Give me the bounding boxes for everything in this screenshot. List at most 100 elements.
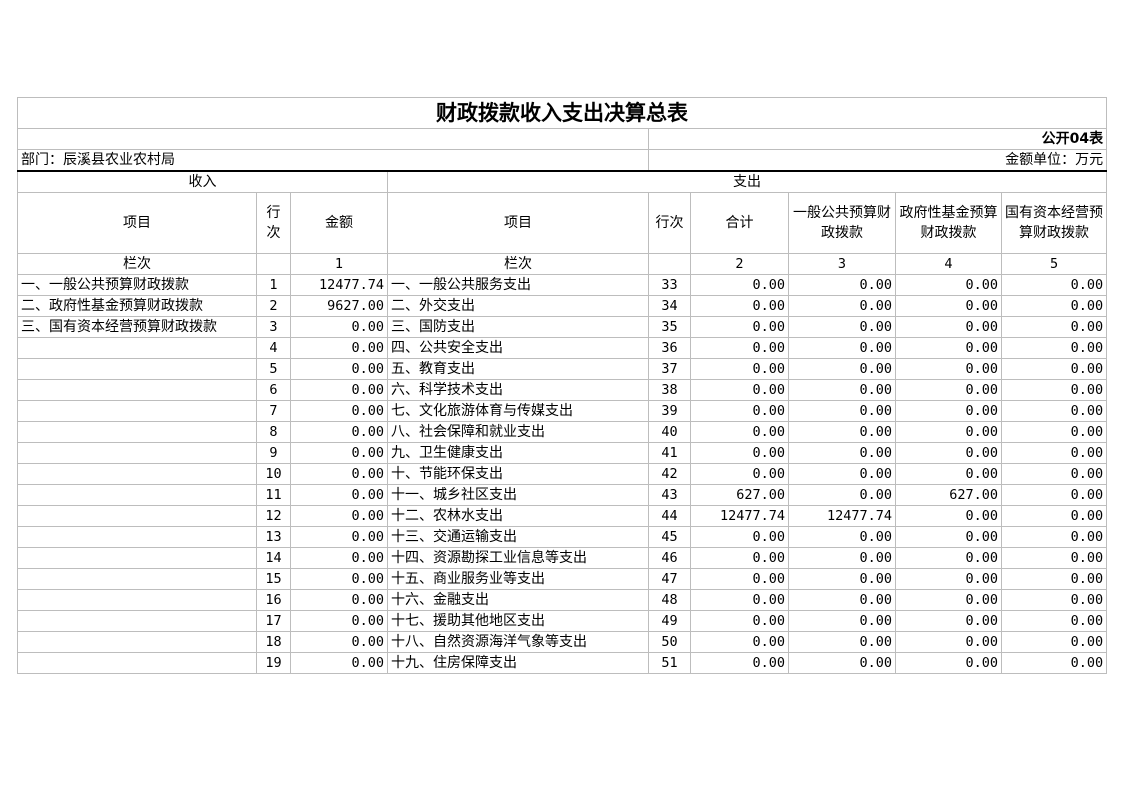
state-capital-amount: 0.00 — [1000, 316, 1108, 338]
state-capital-amount: 0.00 — [1000, 421, 1108, 443]
expense-item: 十三、交通运输支出 — [387, 526, 649, 548]
fund-budget-amount: 0.00 — [895, 463, 1002, 485]
expense-row-no: 46 — [648, 547, 691, 569]
expense-row-no: 45 — [648, 526, 691, 548]
total-amount: 0.00 — [690, 400, 789, 422]
income-item — [17, 442, 257, 464]
fund-budget-amount: 0.00 — [895, 568, 1002, 590]
income-row-no: 12 — [256, 505, 291, 527]
expense-row-no: 37 — [648, 358, 691, 380]
state-capital-amount: 0.00 — [1000, 526, 1108, 548]
income-amount: 0.00 — [290, 505, 388, 527]
expense-item: 十九、住房保障支出 — [387, 652, 649, 674]
expense-item: 十四、资源勘探工业信息等支出 — [387, 547, 649, 569]
general-budget-amount: 0.00 — [788, 421, 896, 443]
table-row: 14 0.00 十四、资源勘探工业信息等支出 46 0.00 0.00 0.00 0.00 — [17, 547, 1108, 569]
col-fund: 政府性基金预算财政拨款 — [895, 192, 1002, 254]
total-amount: 627.00 — [690, 484, 789, 506]
table-row: 10 0.00 十、节能环保支出 42 0.00 0.00 0.00 0.00 — [17, 463, 1108, 485]
table-row: 12 0.00 十二、农林水支出 44 12477.74 12477.74 0.00 0.00 — [17, 505, 1108, 527]
col-income-amount: 金额 — [290, 192, 388, 254]
income-amount: 9627.00 — [290, 295, 388, 317]
general-budget-amount: 0.00 — [788, 484, 896, 506]
expense-item: 四、公共安全支出 — [387, 337, 649, 359]
expense-row-no: 50 — [648, 631, 691, 653]
fund-budget-amount: 0.00 — [895, 526, 1002, 548]
total-amount: 0.00 — [690, 274, 789, 296]
expense-row-no: 43 — [648, 484, 691, 506]
income-amount: 12477.74 — [290, 274, 388, 296]
income-row-no: 4 — [256, 337, 291, 359]
unit-label: 金额单位：万元 — [647, 149, 1108, 172]
income-item — [17, 358, 257, 380]
fiscal-appropriation-summary-table: 财政拨款收入支出决算总表 公开04表 部门：辰溪县农业农村局 金额单位：万元 收… — [16, 97, 1108, 674]
fund-budget-amount: 0.00 — [895, 358, 1002, 380]
income-row-no: 11 — [256, 484, 291, 506]
income-item — [17, 568, 257, 590]
income-amount: 0.00 — [290, 526, 388, 548]
income-row-no: 7 — [256, 400, 291, 422]
col-income-item: 项目 — [17, 192, 257, 254]
state-capital-amount: 0.00 — [1000, 652, 1108, 674]
income-item — [17, 337, 257, 359]
table-row: 13 0.00 十三、交通运输支出 45 0.00 0.00 0.00 0.00 — [17, 526, 1108, 548]
total-amount: 0.00 — [690, 316, 789, 338]
state-capital-amount: 0.00 — [1000, 631, 1108, 653]
index-label-expense: 栏次 — [387, 253, 649, 275]
income-amount: 0.00 — [290, 568, 388, 590]
total-amount: 0.00 — [690, 547, 789, 569]
total-amount: 0.00 — [690, 610, 789, 632]
income-amount: 0.00 — [290, 400, 388, 422]
general-budget-amount: 0.00 — [788, 631, 896, 653]
income-item — [17, 505, 257, 527]
expense-row-no: 44 — [648, 505, 691, 527]
general-budget-amount: 0.00 — [788, 589, 896, 611]
income-row-no: 15 — [256, 568, 291, 590]
table-row: 18 0.00 十八、自然资源海洋气象等支出 50 0.00 0.00 0.00 0.00 — [17, 631, 1108, 653]
total-amount: 0.00 — [690, 631, 789, 653]
general-budget-amount: 0.00 — [788, 337, 896, 359]
general-budget-amount: 0.00 — [788, 358, 896, 380]
table-row: 8 0.00 八、社会保障和就业支出 40 0.00 0.00 0.00 0.00 — [17, 421, 1108, 443]
income-row-no: 14 — [256, 547, 291, 569]
expense-item: 二、外交支出 — [387, 295, 649, 317]
expense-item: 五、教育支出 — [387, 358, 649, 380]
fund-budget-amount: 0.00 — [895, 547, 1002, 569]
income-row-no: 13 — [256, 526, 291, 548]
expense-item: 十七、援助其他地区支出 — [387, 610, 649, 632]
income-item — [17, 589, 257, 611]
state-capital-amount: 0.00 — [1000, 547, 1108, 569]
expense-row-no: 35 — [648, 316, 691, 338]
income-item — [17, 610, 257, 632]
income-amount: 0.00 — [290, 442, 388, 464]
table-row: 5 0.00 五、教育支出 37 0.00 0.00 0.00 0.00 — [17, 358, 1108, 380]
income-amount: 0.00 — [290, 484, 388, 506]
expense-row-no: 36 — [648, 337, 691, 359]
total-amount: 0.00 — [690, 295, 789, 317]
fund-budget-amount: 627.00 — [895, 484, 1002, 506]
income-row-no: 5 — [256, 358, 291, 380]
state-capital-amount: 0.00 — [1000, 463, 1108, 485]
col-state-capital: 国有资本经营预算财政拨款 — [1000, 192, 1108, 254]
total-amount: 0.00 — [690, 568, 789, 590]
table-row: 15 0.00 十五、商业服务业等支出 47 0.00 0.00 0.00 0.00 — [17, 568, 1108, 590]
expense-row-no: 33 — [648, 274, 691, 296]
index-label-income: 栏次 — [17, 253, 257, 275]
col-expense-row: 行次 — [648, 192, 691, 254]
income-amount: 0.00 — [290, 421, 388, 443]
page-title: 财政拨款收入支出决算总表 — [16, 97, 1108, 129]
income-amount: 0.00 — [290, 463, 388, 485]
expense-item: 七、文化旅游体育与传媒支出 — [387, 400, 649, 422]
income-row-no: 19 — [256, 652, 291, 674]
general-budget-amount: 0.00 — [788, 379, 896, 401]
expense-header: 支出 — [386, 170, 1108, 193]
fund-budget-amount: 0.00 — [895, 610, 1002, 632]
income-amount: 0.00 — [290, 652, 388, 674]
fund-budget-amount: 0.00 — [895, 379, 1002, 401]
table-row: 11 0.00 十一、城乡社区支出 43 627.00 0.00 627.00 0.00 — [17, 484, 1108, 506]
blank-cell — [648, 253, 691, 275]
general-budget-amount: 0.00 — [788, 526, 896, 548]
expense-item: 八、社会保障和就业支出 — [387, 421, 649, 443]
table-row: 二、政府性基金预算财政拨款 2 9627.00 二、外交支出 34 0.00 0.00 0.0… — [17, 295, 1108, 317]
income-item: 一、一般公共预算财政拨款 — [17, 274, 257, 296]
